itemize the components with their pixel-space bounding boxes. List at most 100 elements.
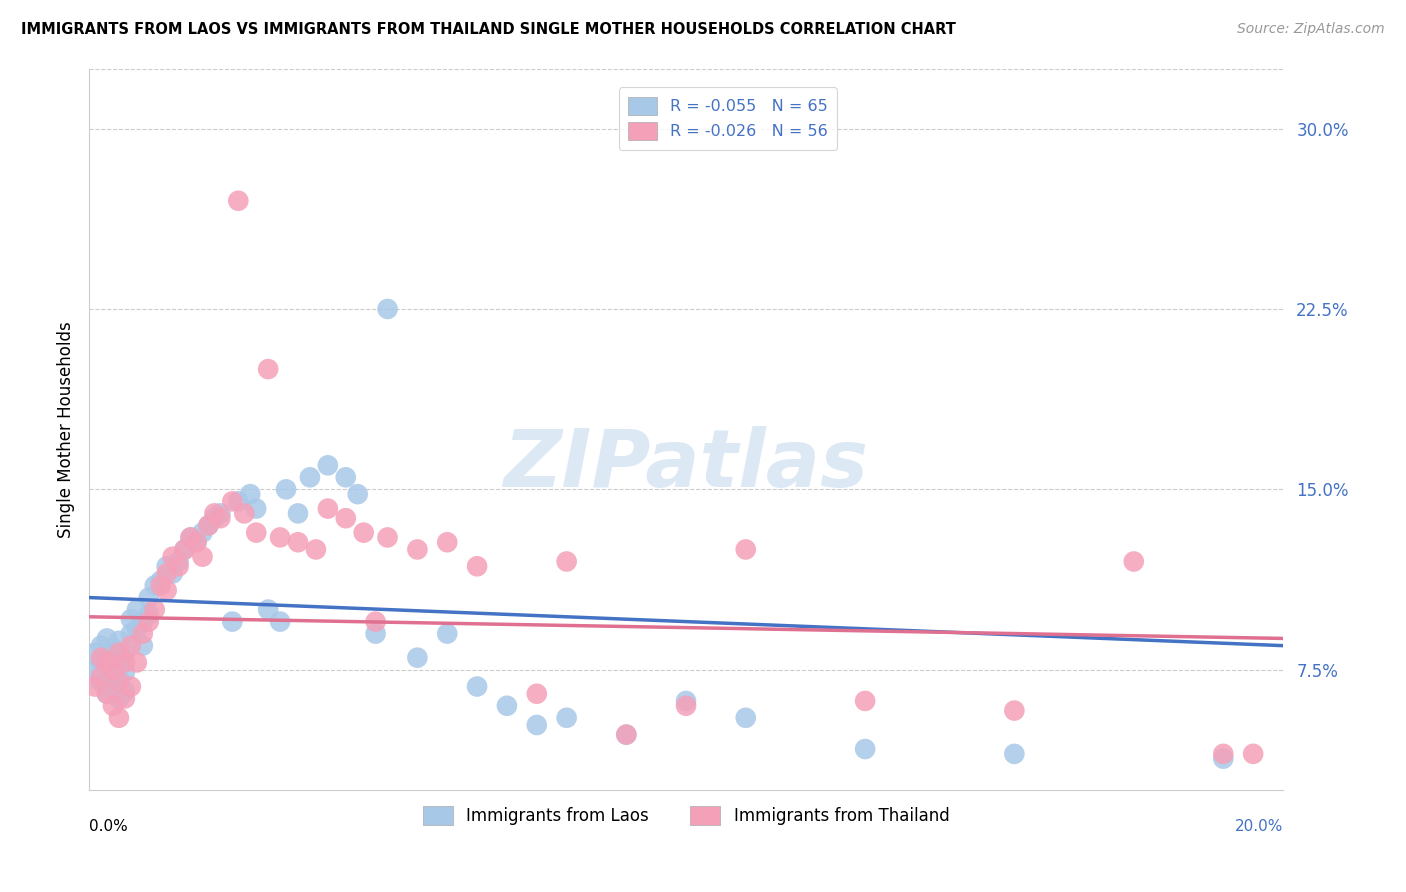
Point — [257, 362, 280, 376]
Point — [316, 458, 339, 473]
Point — [364, 626, 387, 640]
Point — [96, 670, 118, 684]
Point — [335, 470, 357, 484]
Point — [84, 663, 107, 677]
Point — [209, 511, 232, 525]
Point — [526, 687, 548, 701]
Point — [436, 535, 458, 549]
Point — [191, 549, 214, 564]
Point — [191, 525, 214, 540]
Point — [114, 684, 136, 698]
Point — [96, 632, 118, 646]
Point — [1212, 752, 1234, 766]
Point — [353, 525, 375, 540]
Point — [287, 535, 309, 549]
Point — [221, 494, 243, 508]
Point — [90, 650, 112, 665]
Text: IMMIGRANTS FROM LAOS VS IMMIGRANTS FROM THAILAND SINGLE MOTHER HOUSEHOLDS CORREL: IMMIGRANTS FROM LAOS VS IMMIGRANTS FROM … — [21, 22, 956, 37]
Point — [90, 670, 112, 684]
Point — [555, 711, 578, 725]
Point — [197, 518, 219, 533]
Point — [1241, 747, 1264, 761]
Point — [84, 646, 107, 660]
Text: 0.0%: 0.0% — [89, 819, 128, 834]
Point — [120, 639, 142, 653]
Point — [298, 470, 321, 484]
Point — [233, 507, 256, 521]
Point — [853, 742, 876, 756]
Point — [364, 615, 387, 629]
Point — [675, 698, 697, 713]
Point — [120, 680, 142, 694]
Point — [90, 639, 112, 653]
Point — [162, 549, 184, 564]
Point — [156, 583, 179, 598]
Point — [526, 718, 548, 732]
Point — [143, 602, 166, 616]
Point — [96, 687, 118, 701]
Text: Source: ZipAtlas.com: Source: ZipAtlas.com — [1237, 22, 1385, 37]
Text: 20.0%: 20.0% — [1234, 819, 1284, 834]
Point — [436, 626, 458, 640]
Point — [274, 483, 297, 497]
Point — [108, 646, 131, 660]
Point — [167, 554, 190, 568]
Point — [96, 650, 118, 665]
Point — [101, 680, 124, 694]
Point — [734, 711, 756, 725]
Point — [316, 501, 339, 516]
Point — [84, 680, 107, 694]
Point — [734, 542, 756, 557]
Point — [1212, 747, 1234, 761]
Point — [1002, 747, 1025, 761]
Point — [90, 656, 112, 670]
Point — [108, 691, 131, 706]
Point — [173, 542, 195, 557]
Point — [138, 591, 160, 605]
Point — [197, 518, 219, 533]
Point — [186, 535, 208, 549]
Point — [406, 650, 429, 665]
Point — [114, 691, 136, 706]
Point — [377, 531, 399, 545]
Point — [156, 559, 179, 574]
Point — [1122, 554, 1144, 568]
Point — [156, 566, 179, 581]
Point — [132, 626, 155, 640]
Point — [138, 607, 160, 622]
Point — [149, 574, 172, 588]
Point — [132, 615, 155, 629]
Point — [335, 511, 357, 525]
Point — [204, 507, 226, 521]
Point — [226, 194, 249, 208]
Point — [257, 602, 280, 616]
Point — [209, 507, 232, 521]
Point — [465, 559, 488, 574]
Point — [245, 501, 267, 516]
Point — [180, 531, 202, 545]
Legend: Immigrants from Laos, Immigrants from Thailand: Immigrants from Laos, Immigrants from Th… — [416, 799, 956, 832]
Point — [132, 639, 155, 653]
Point — [675, 694, 697, 708]
Point — [346, 487, 368, 501]
Point — [101, 641, 124, 656]
Point — [245, 525, 267, 540]
Point — [221, 615, 243, 629]
Point — [239, 487, 262, 501]
Point — [377, 301, 399, 316]
Point — [108, 674, 131, 689]
Point — [108, 711, 131, 725]
Point — [114, 656, 136, 670]
Point — [1002, 704, 1025, 718]
Point — [167, 559, 190, 574]
Point — [149, 578, 172, 592]
Point — [305, 542, 328, 557]
Y-axis label: Single Mother Households: Single Mother Households — [58, 321, 75, 538]
Point — [287, 507, 309, 521]
Point — [496, 698, 519, 713]
Point — [614, 728, 637, 742]
Point — [108, 653, 131, 667]
Point — [406, 542, 429, 557]
Point — [101, 663, 124, 677]
Point — [96, 687, 118, 701]
